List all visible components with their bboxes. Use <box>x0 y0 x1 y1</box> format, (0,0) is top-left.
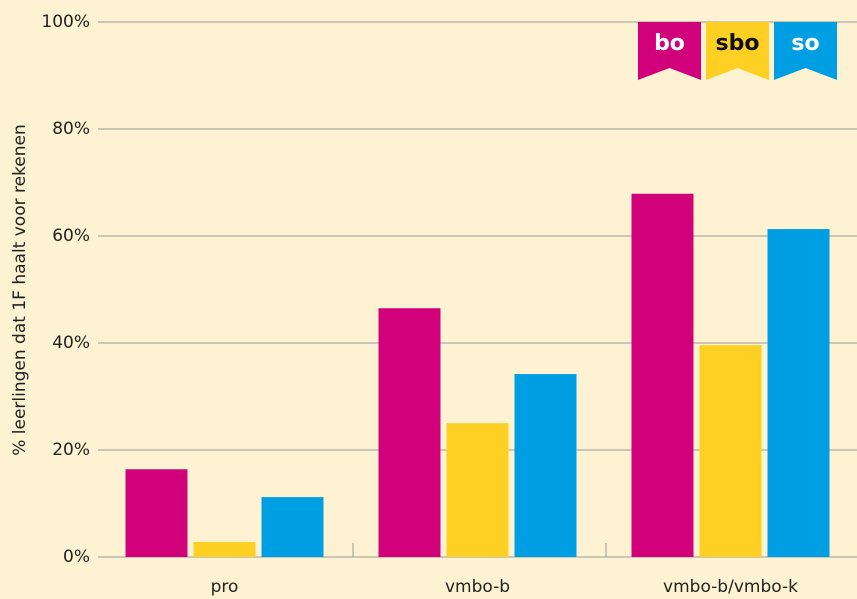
y-tick-label: 40% <box>52 333 90 353</box>
legend-label: so <box>791 31 819 56</box>
x-tick-label: vmbo-b <box>445 577 510 597</box>
legend-label: bo <box>654 31 685 56</box>
bar <box>125 469 188 557</box>
bar <box>261 497 324 557</box>
bar <box>378 308 441 557</box>
bar <box>193 542 256 557</box>
bar <box>514 374 577 557</box>
y-axis-label: % leerlingen dat 1F haalt voor rekenen <box>10 124 30 456</box>
bar <box>631 193 694 558</box>
x-tick-label: pro <box>211 577 239 597</box>
x-tick-label: vmbo-b/vmbo-k <box>663 577 798 597</box>
bar <box>699 345 762 557</box>
legend-label: sbo <box>716 31 760 56</box>
legend-swatch <box>706 22 769 80</box>
y-tick-label: 0% <box>63 547 90 567</box>
y-tick-label: 80% <box>52 119 90 139</box>
bar <box>446 423 509 557</box>
legend-swatch <box>774 22 837 80</box>
y-tick-label: 20% <box>52 440 90 460</box>
y-tick-label: 100% <box>41 12 90 32</box>
legend-swatch <box>638 22 701 80</box>
y-tick-label: 60% <box>52 226 90 246</box>
bar <box>767 229 830 558</box>
